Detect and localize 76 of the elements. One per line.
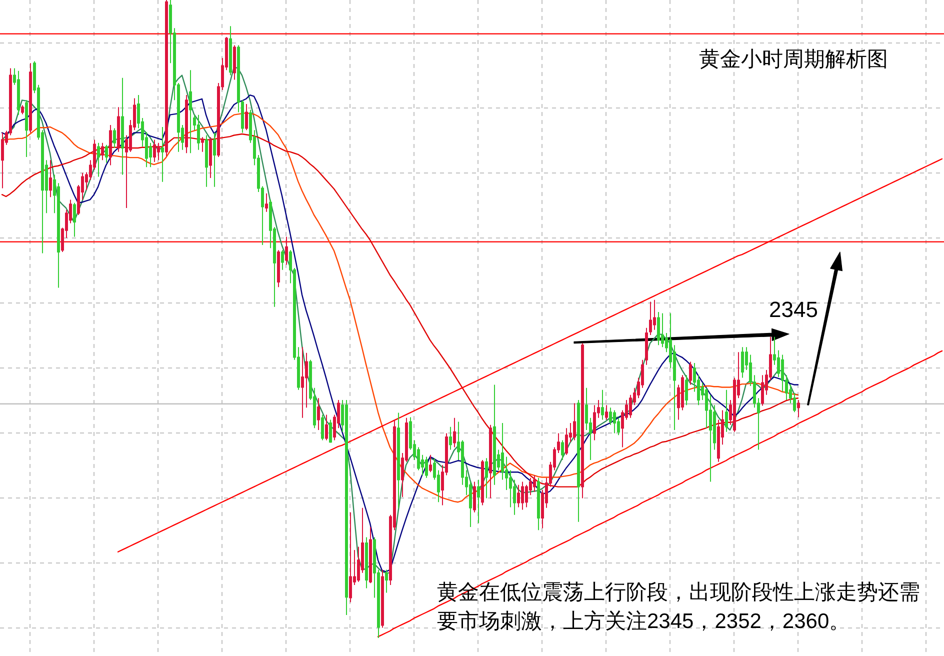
candlestick xyxy=(329,419,332,444)
candlestick xyxy=(369,526,372,584)
candlestick xyxy=(29,62,32,134)
candlestick xyxy=(49,160,52,198)
candlestick xyxy=(189,70,192,154)
candlestick xyxy=(493,384,496,486)
candlestick xyxy=(489,424,492,499)
candlestick xyxy=(605,404,608,420)
candlestick xyxy=(365,536,368,589)
candlestick xyxy=(481,460,484,506)
candlestick xyxy=(449,426,452,450)
candlestick xyxy=(281,250,284,270)
candlestick xyxy=(725,389,728,432)
candlestick xyxy=(209,136,212,178)
candlestick xyxy=(397,412,400,508)
candlestick xyxy=(649,301,652,336)
candlestick xyxy=(165,0,168,157)
candlestick xyxy=(1,132,4,189)
candlestick xyxy=(213,132,216,188)
candlestick xyxy=(265,192,268,212)
candlestick xyxy=(317,398,320,431)
candlestick xyxy=(581,342,584,499)
candlestick xyxy=(233,44,236,80)
candlestick xyxy=(645,327,648,366)
candlestick xyxy=(205,134,208,188)
candlestick xyxy=(153,139,156,163)
candlestick xyxy=(285,236,288,266)
candlestick xyxy=(97,142,100,178)
candlestick xyxy=(533,474,536,492)
candlestick xyxy=(425,456,428,478)
candlestick xyxy=(157,142,160,161)
candlestick xyxy=(381,569,384,628)
candlestick xyxy=(161,126,164,182)
candlestick xyxy=(229,26,232,76)
candlestick xyxy=(473,481,476,513)
candlestick xyxy=(385,569,388,594)
candlestick xyxy=(345,400,348,616)
candlestick xyxy=(277,250,280,288)
candlestick xyxy=(601,389,604,420)
candlestick xyxy=(613,410,616,434)
candlestick xyxy=(325,414,328,441)
candlestick xyxy=(689,361,692,386)
candlestick xyxy=(561,440,564,460)
candlestick xyxy=(321,414,324,441)
candlestick xyxy=(517,484,520,508)
candlestick xyxy=(741,346,744,378)
candlestick xyxy=(109,124,112,166)
candlestick xyxy=(185,94,188,154)
candlestick xyxy=(537,477,540,531)
text: 黄金小时周期解析图 xyxy=(699,47,888,73)
candlestick xyxy=(101,142,104,161)
candlestick xyxy=(485,458,488,499)
candlestick xyxy=(117,106,120,152)
candlestick xyxy=(453,417,456,448)
candlestick xyxy=(121,77,124,176)
candlestick xyxy=(201,136,204,152)
candlestick xyxy=(577,400,580,522)
candlestick xyxy=(661,312,664,348)
candlestick xyxy=(685,374,688,406)
candlestick xyxy=(429,454,432,473)
candlestick xyxy=(105,144,108,164)
candlestick xyxy=(477,479,480,524)
candlestick xyxy=(73,202,76,238)
candlestick xyxy=(21,104,24,115)
candlestick xyxy=(301,346,304,418)
candlestick xyxy=(245,103,248,131)
candlestick xyxy=(197,114,200,150)
candlestick xyxy=(657,311,660,346)
candlestick xyxy=(17,70,20,116)
candlestick xyxy=(25,100,28,158)
candlestick xyxy=(521,481,524,510)
candlestick xyxy=(113,128,116,149)
candlestick xyxy=(349,512,352,603)
candlestick xyxy=(797,400,800,418)
annotation: 2345 xyxy=(769,297,818,323)
candlestick xyxy=(573,402,576,441)
